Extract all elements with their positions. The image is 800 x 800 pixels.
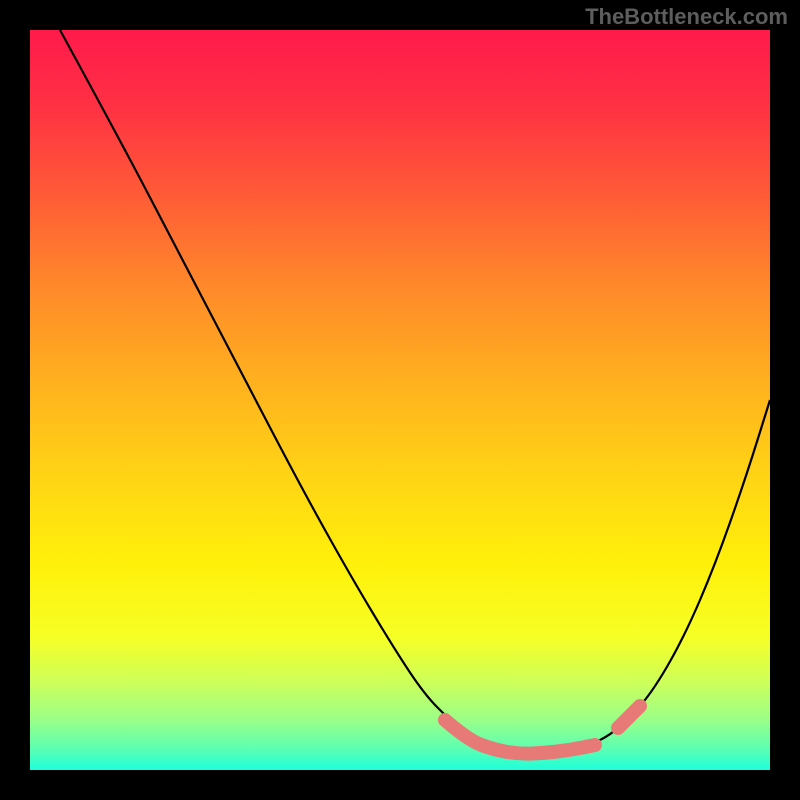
watermark-text: TheBottleneck.com — [585, 4, 788, 30]
bottleneck-chart — [0, 0, 800, 800]
